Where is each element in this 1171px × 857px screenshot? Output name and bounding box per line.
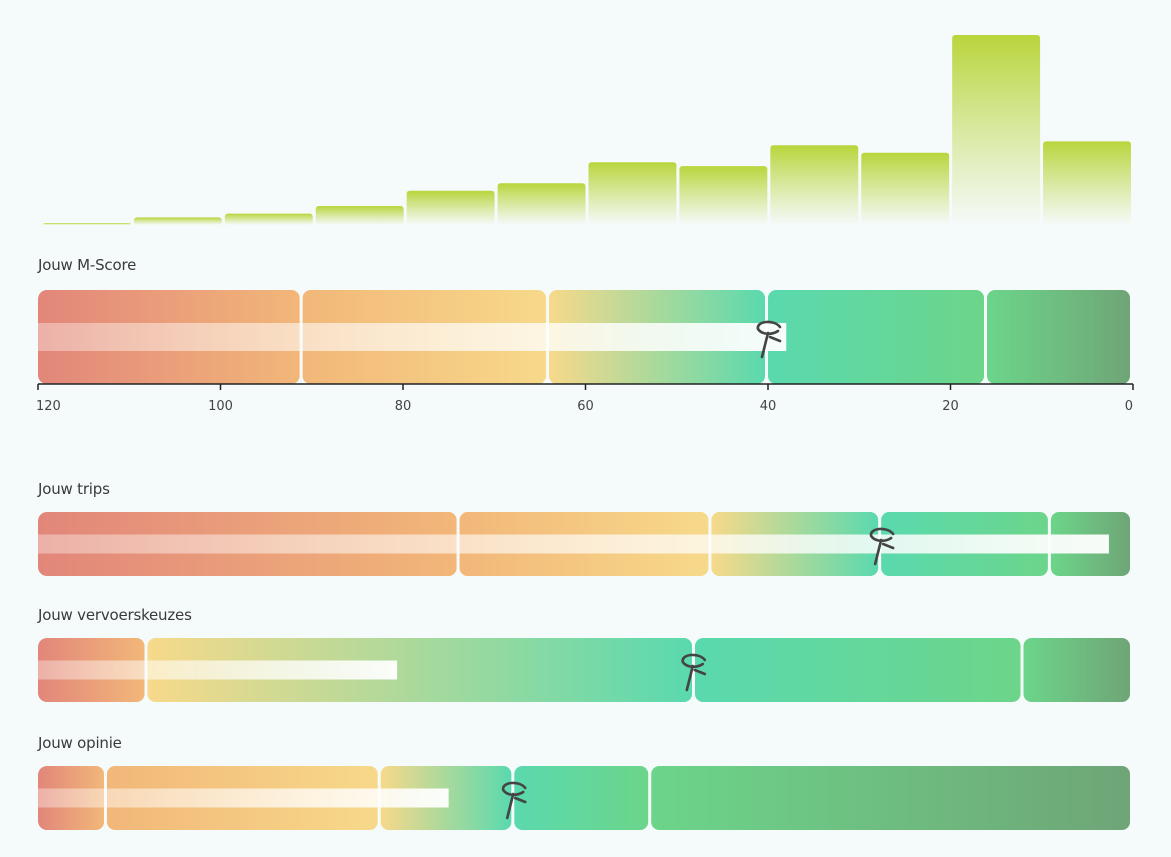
histogram-bar bbox=[952, 35, 1041, 225]
gauge-segment bbox=[695, 638, 1021, 702]
gauge-segment bbox=[514, 766, 649, 830]
histogram-bar bbox=[43, 223, 131, 225]
histogram-bar bbox=[497, 183, 586, 225]
histogram-bar bbox=[406, 190, 495, 225]
gauge-progress bbox=[38, 323, 787, 351]
mscore-gauge bbox=[38, 290, 1133, 384]
opinie-gauge bbox=[38, 766, 1133, 830]
histogram-bar bbox=[770, 145, 859, 225]
gauge-progress bbox=[38, 788, 449, 808]
opinie-label: Jouw opinie bbox=[38, 734, 122, 752]
gauge-progress bbox=[38, 660, 398, 680]
gauge-segment bbox=[147, 638, 692, 702]
pin-icon bbox=[869, 527, 895, 566]
histogram-bar bbox=[1043, 141, 1131, 225]
mscore-label: Jouw M-Score bbox=[38, 256, 137, 274]
axis-tick-label: 0 bbox=[1125, 399, 1133, 414]
pin-icon bbox=[756, 320, 782, 359]
histogram-bar bbox=[224, 213, 313, 225]
axis-tick-label: 60 bbox=[577, 399, 594, 414]
gauge-segment bbox=[651, 766, 1130, 830]
vervoer-gauge bbox=[38, 638, 1133, 702]
gauge-segment bbox=[987, 290, 1130, 384]
gauge-progress bbox=[38, 534, 1109, 554]
axis-tick-label: 80 bbox=[395, 399, 412, 414]
axis-tick-label: 40 bbox=[760, 399, 777, 414]
axis-tick-label: 20 bbox=[942, 399, 959, 414]
histogram-bar bbox=[679, 166, 768, 225]
trips-gauge bbox=[38, 512, 1133, 576]
axis-tick-label: 120 bbox=[36, 399, 61, 414]
axis-tick-label: 100 bbox=[208, 399, 233, 414]
pin-icon bbox=[501, 781, 527, 820]
score-axis: 120 100 80 60 40 20 0 bbox=[36, 383, 1134, 414]
histogram-bar bbox=[861, 152, 950, 225]
histogram-bar bbox=[133, 217, 222, 225]
pin-icon bbox=[681, 653, 707, 692]
vervoer-label: Jouw vervoerskeuzes bbox=[38, 606, 192, 624]
histogram-bar bbox=[588, 162, 677, 225]
gauge-segment bbox=[1023, 638, 1130, 702]
histogram-bar bbox=[315, 206, 404, 225]
histogram bbox=[43, 35, 1131, 225]
gauge-segment bbox=[768, 290, 984, 384]
trips-label: Jouw trips bbox=[38, 480, 110, 498]
